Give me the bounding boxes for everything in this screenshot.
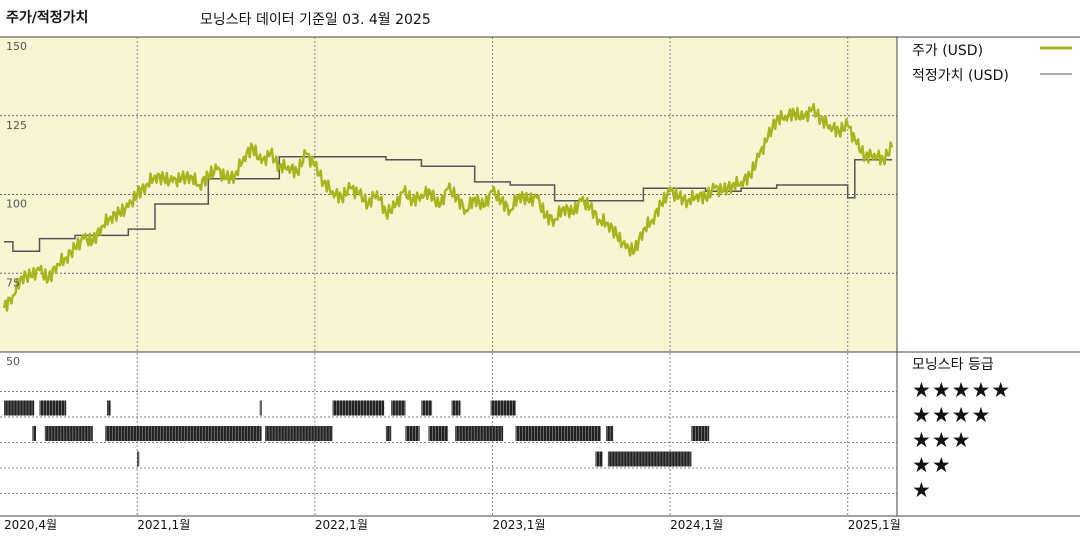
y-tick-label-min: 50	[6, 355, 20, 368]
rating-segment	[595, 451, 603, 467]
x-tick-label: 2025,1월	[848, 518, 901, 532]
rating-segment	[515, 426, 601, 441]
y-tick-label: 150	[6, 40, 27, 53]
rating-segment-block	[105, 426, 262, 441]
price-line	[2, 102, 894, 312]
rating-segment-block	[332, 400, 385, 416]
rating-segment	[39, 400, 67, 416]
rating-segment-block	[44, 426, 93, 441]
rating-segment	[606, 426, 614, 441]
rating-segment	[421, 400, 433, 416]
y-tick-labels: 150 125 100 75 50	[6, 40, 27, 368]
rating-segment-block	[691, 426, 710, 441]
price-series	[2, 102, 894, 312]
rating-segment	[32, 426, 36, 441]
y-tick-label: 75	[6, 276, 20, 289]
fair-value-line	[4, 155, 893, 252]
rating-panel-title: 모닝스타 등급	[912, 357, 994, 373]
rating-segment-block	[421, 400, 433, 416]
rating-segment	[405, 426, 420, 441]
chart-subtitle: 모닝스타 데이터 기준일 03. 4월 2025	[200, 12, 431, 28]
one-star-rating-icon: ★	[912, 478, 932, 502]
rating-segment	[385, 426, 392, 441]
rating-segment	[391, 400, 406, 416]
y-tick-label: 125	[6, 119, 27, 132]
rating-segment-block	[455, 426, 504, 441]
rating-segment-block	[607, 451, 692, 467]
x-tick-label: 2020,4월	[4, 518, 57, 532]
rating-segment	[44, 426, 93, 441]
rating-segment-block	[39, 400, 67, 416]
rating-segment	[455, 426, 504, 441]
fair-value-series	[4, 155, 893, 252]
rating-segment-block	[490, 400, 516, 416]
rating-segment	[107, 400, 111, 416]
rating-segment	[4, 400, 35, 416]
four-star-rating-icon: ★★★★	[912, 403, 992, 427]
y-tick-label: 100	[6, 198, 27, 211]
two-star-rating-icon: ★★	[912, 453, 952, 477]
rating-segment	[428, 426, 449, 441]
x-tick-label: 2021,1월	[137, 518, 190, 532]
rating-segment	[265, 426, 333, 441]
rating-segment-block	[32, 426, 36, 441]
x-tick-labels: 2020,4월 2021,1월 2022,1월 2023,1월 2024,1월 2025,…	[4, 518, 901, 532]
rating-segment-block	[451, 400, 461, 416]
x-tick-label: 2024,1월	[670, 518, 723, 532]
rating-segment-block	[595, 451, 603, 467]
legend-fair-value-label: 적정가치 (USD)	[912, 68, 1009, 84]
rating-segment	[490, 400, 516, 416]
rating-segment	[332, 400, 385, 416]
x-tick-label: 2022,1월	[315, 518, 368, 532]
rating-segment-block	[385, 426, 392, 441]
x-tick-label: 2023,1월	[492, 518, 545, 532]
legend-price-label: 주가 (USD)	[912, 43, 984, 59]
rating-segment	[691, 426, 710, 441]
rating-segment-block	[107, 400, 111, 416]
chart-title: 주가/적정가치	[6, 10, 89, 26]
rating-segment	[105, 426, 262, 441]
rating-segment	[451, 400, 461, 416]
rating-bars	[4, 400, 710, 467]
rating-segment-block	[606, 426, 614, 441]
rating-segment	[137, 451, 140, 467]
rating-segment-block	[4, 400, 35, 416]
rating-segment	[259, 400, 262, 416]
three-star-rating-icon: ★★★	[912, 428, 972, 452]
five-star-rating-icon: ★★★★★	[912, 378, 1012, 402]
rating-segment	[607, 451, 692, 467]
